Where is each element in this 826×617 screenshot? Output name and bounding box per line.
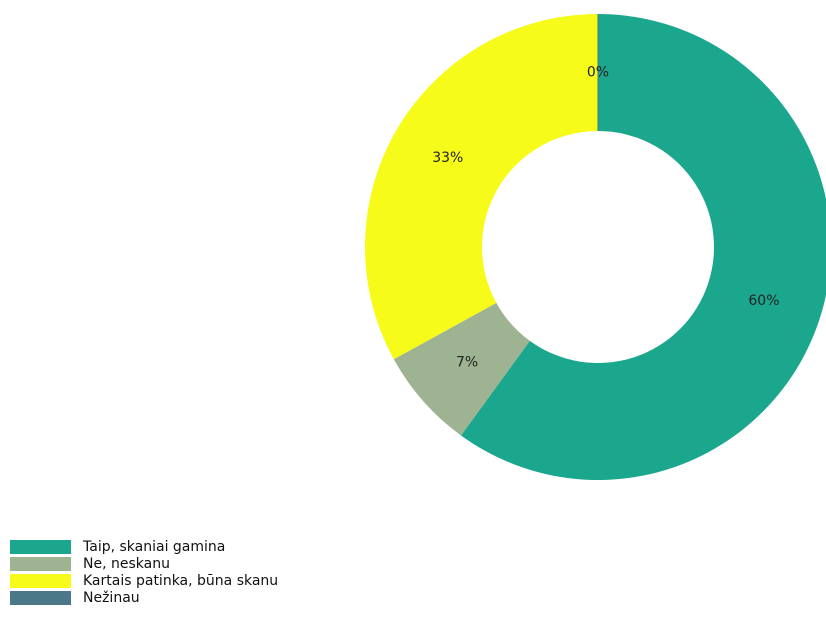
legend-swatch-0 [10,539,71,554]
legend: Taip, skaniai gamina Ne, neskanu Kartais… [10,538,370,606]
legend-label-0: Taip, skaniai gamina [83,538,226,555]
legend-item-2: Kartais patinka, būna skanu [10,572,370,589]
slice-label-2: 33% [432,150,463,166]
legend-swatch-2 [10,573,71,588]
legend-item-0: Taip, skaniai gamina [10,538,370,555]
legend-label-2: Kartais patinka, būna skanu [83,572,279,589]
legend-label-1: Ne, neskanu [83,555,170,572]
legend-label-3: Nežinau [83,589,140,606]
legend-swatch-1 [10,556,71,571]
legend-item-1: Ne, neskanu [10,555,370,572]
donut-slice-labels: 60% 7% 33% 0% [432,65,779,371]
slice-label-3: 0% [587,65,609,81]
legend-item-3: Nežinau [10,589,370,606]
slice-label-0: 60% [748,293,779,309]
slice-label-1: 7% [456,354,478,370]
donut-slices [365,14,826,480]
legend-swatch-3 [10,590,71,605]
donut-slice-1 [393,302,530,436]
donut-slice-2 [365,14,598,360]
donut-slice-0 [461,14,826,480]
